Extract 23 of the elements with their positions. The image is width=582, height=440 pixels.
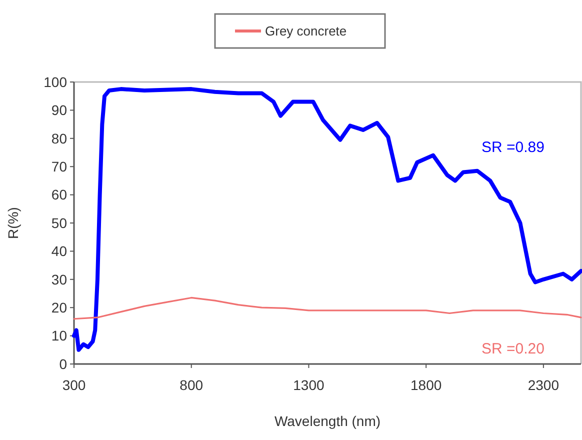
annotation: SR =0.20 — [482, 340, 544, 358]
legend-label: Grey concrete — [265, 24, 347, 39]
y-tick-label: 60 — [51, 186, 68, 203]
x-tick-label: 1300 — [293, 377, 325, 393]
x-tick-label: 2300 — [528, 377, 560, 393]
y-tick-label: 80 — [51, 130, 68, 146]
line-series — [72, 87, 582, 352]
y-tick-label: 90 — [51, 102, 68, 118]
x-tick-label: 300 — [62, 377, 86, 393]
y-tick-label: 40 — [51, 243, 68, 260]
line-series — [73, 296, 582, 320]
y-tick-label: 50 — [51, 214, 68, 231]
y-axis-title: R(%) — [5, 207, 21, 239]
x-tick-label: 800 — [180, 377, 204, 393]
y-tick-label: 0 — [59, 356, 68, 372]
y-tick-label: 70 — [51, 158, 68, 174]
y-tick-label: 30 — [51, 271, 68, 288]
y-tick-label: 10 — [51, 328, 68, 344]
y-tick-label: 20 — [51, 300, 68, 316]
x-axis-title: Wavelength (nm) — [274, 413, 381, 429]
y-tick-label: 100 — [44, 74, 68, 90]
x-tick-label: 1800 — [410, 377, 442, 393]
annotation: SR =0.89 — [482, 139, 544, 156]
